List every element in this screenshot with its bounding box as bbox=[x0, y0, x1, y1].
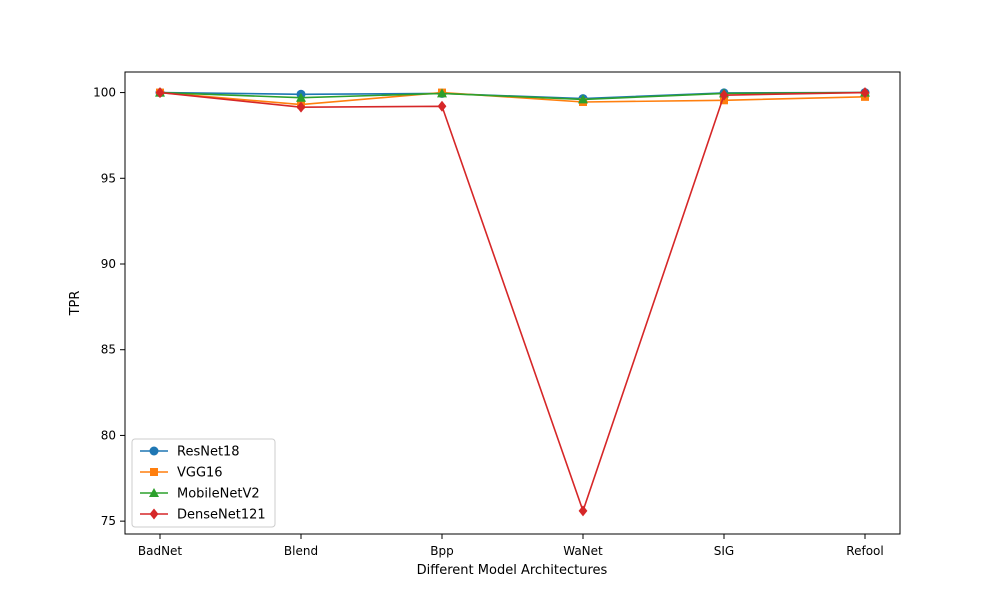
plot-frame bbox=[124, 71, 901, 535]
data-point bbox=[578, 505, 588, 517]
data-point bbox=[437, 100, 447, 112]
legend-marker bbox=[149, 508, 159, 520]
legend-item: MobileNetV2 bbox=[140, 487, 260, 502]
data-point bbox=[719, 89, 729, 101]
y-tick-label: 90 bbox=[101, 257, 116, 271]
legend-label: MobileNetV2 bbox=[177, 487, 260, 502]
series-line bbox=[159, 91, 866, 106]
legend-box bbox=[131, 438, 276, 528]
y-tick-label: 75 bbox=[101, 514, 116, 528]
data-point bbox=[296, 101, 306, 113]
series-vgg16 bbox=[156, 88, 869, 109]
legend-item: ResNet18 bbox=[140, 445, 240, 460]
data-point bbox=[860, 87, 870, 99]
legend-marker bbox=[150, 468, 158, 476]
legend-item: DenseNet121 bbox=[140, 508, 266, 523]
x-axis-label: Different Model Architectures bbox=[417, 563, 608, 578]
legend-marker bbox=[149, 488, 159, 497]
legend-label: DenseNet121 bbox=[177, 508, 266, 523]
legend-item: VGG16 bbox=[140, 466, 223, 481]
legend: ResNet18 VGG16 MobileNetV2 DenseNet121 bbox=[131, 438, 276, 528]
axes-layer: BadNet Blend Bpp WaNet SIG Refool 75 80 85 90 95 10… bbox=[93, 86, 884, 558]
y-tick-label: 95 bbox=[101, 171, 116, 185]
x-tick-label: SIG bbox=[714, 544, 734, 558]
y-tick-label: 80 bbox=[101, 428, 116, 442]
y-axis-label: TPR bbox=[68, 291, 83, 317]
data-point bbox=[155, 87, 165, 99]
y-tick-label: 85 bbox=[101, 343, 116, 357]
series-line bbox=[159, 91, 866, 101]
x-tick-label: WaNet bbox=[563, 544, 603, 558]
x-tick-label: BadNet bbox=[138, 544, 183, 558]
series-densenet121 bbox=[155, 87, 870, 517]
data-point bbox=[578, 94, 588, 104]
series-layer bbox=[155, 87, 870, 517]
legend-label: ResNet18 bbox=[177, 445, 240, 460]
data-point bbox=[296, 92, 306, 102]
x-tick-label: Bpp bbox=[430, 544, 453, 558]
y-tick-label: 100 bbox=[93, 86, 116, 100]
legend-marker bbox=[149, 446, 159, 456]
data-point bbox=[437, 88, 447, 98]
x-tick-label: Blend bbox=[284, 544, 318, 558]
series-line bbox=[159, 91, 866, 514]
x-tick-label: Refool bbox=[846, 544, 883, 558]
legend-label: VGG16 bbox=[177, 466, 223, 481]
